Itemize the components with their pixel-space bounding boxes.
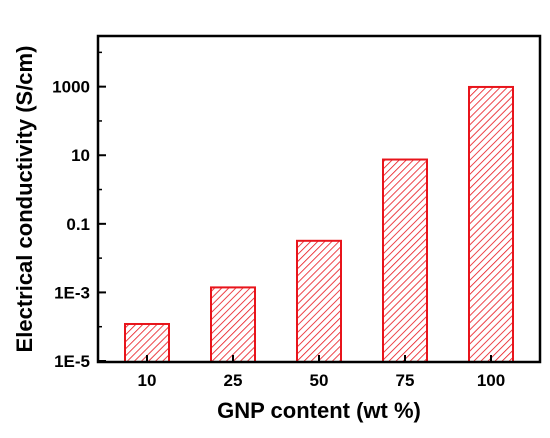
x-tick-label: 10: [138, 371, 157, 390]
y-tick-label: 1E-3: [54, 283, 90, 302]
y-tick-label: 1000: [52, 78, 90, 97]
x-tick-label: 25: [224, 371, 243, 390]
x-tick-label: 75: [396, 371, 415, 390]
x-tick-label: 50: [310, 371, 329, 390]
x-axis-ticks: 10 25 50 75 100: [138, 355, 505, 390]
y-axis-title: Electrical conductivity (S/cm): [12, 46, 37, 353]
y-tick-label: 1E-5: [54, 352, 90, 371]
y-axis-ticks: 1E-5 1E-3 0.1 10 1000: [52, 51, 106, 371]
bar-25: [210, 286, 256, 363]
y-tick-label: 10: [71, 146, 90, 165]
bars-group: [124, 85, 514, 364]
y-tick-label: 0.1: [66, 215, 90, 234]
bar-100: [468, 85, 514, 364]
x-tick-label: 100: [477, 371, 505, 390]
x-axis-title: GNP content (wt %): [217, 398, 421, 423]
bar-50: [296, 239, 342, 363]
bar-75: [382, 158, 428, 363]
